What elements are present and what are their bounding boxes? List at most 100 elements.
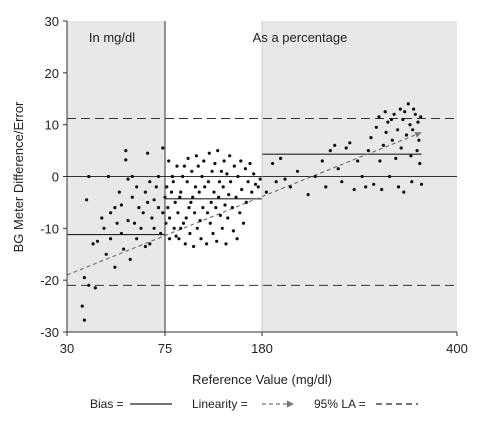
data-point-114 bbox=[223, 203, 227, 207]
data-point-127 bbox=[238, 211, 242, 215]
data-point-150 bbox=[324, 185, 328, 189]
data-point-7 bbox=[91, 242, 95, 246]
data-point-46 bbox=[156, 174, 161, 179]
x-axis-label: Reference Value (mg/dl) bbox=[192, 372, 332, 387]
data-point-104 bbox=[214, 206, 218, 210]
data-point-170 bbox=[384, 130, 388, 134]
data-point-180 bbox=[399, 146, 403, 150]
data-point-0 bbox=[82, 318, 86, 322]
data-point-48 bbox=[161, 211, 165, 215]
data-point-78 bbox=[189, 200, 193, 204]
data-point-45 bbox=[156, 206, 161, 210]
data-point-161 bbox=[366, 149, 370, 153]
data-point-52 bbox=[165, 185, 169, 189]
data-point-154 bbox=[340, 180, 344, 184]
data-point-189 bbox=[411, 128, 415, 132]
y-tick-label--30: -30 bbox=[40, 325, 59, 340]
data-point-33 bbox=[139, 226, 143, 230]
data-point-100 bbox=[210, 169, 214, 173]
data-point-128 bbox=[239, 159, 243, 163]
data-point-62 bbox=[174, 234, 178, 238]
data-point-109 bbox=[218, 213, 222, 217]
data-point-56 bbox=[168, 216, 172, 220]
data-point-97 bbox=[207, 151, 211, 155]
data-point-79 bbox=[190, 169, 194, 173]
legend: Bias = Linearity = 95% LA = bbox=[90, 397, 418, 411]
data-point-133 bbox=[246, 180, 250, 184]
data-point-132 bbox=[244, 200, 248, 204]
data-point-40 bbox=[148, 242, 152, 246]
data-point-89 bbox=[199, 237, 203, 241]
data-point-120 bbox=[229, 180, 233, 184]
data-point-141 bbox=[271, 161, 275, 166]
data-point-174 bbox=[390, 138, 394, 142]
data-point-167 bbox=[380, 187, 384, 192]
data-point-134 bbox=[248, 161, 252, 166]
data-point-191 bbox=[413, 112, 417, 116]
data-point-59 bbox=[171, 180, 175, 184]
data-point-160 bbox=[364, 185, 368, 189]
data-point-82 bbox=[193, 211, 197, 215]
y-tick-label-20: 20 bbox=[45, 66, 59, 81]
data-point-138 bbox=[256, 185, 260, 189]
data-point-22 bbox=[124, 158, 128, 162]
data-point-173 bbox=[389, 117, 393, 122]
data-point-87 bbox=[197, 190, 201, 194]
data-point-53 bbox=[166, 206, 170, 210]
data-point-81 bbox=[192, 244, 196, 249]
region-label-2: As a percentage bbox=[253, 30, 348, 45]
data-point-5 bbox=[85, 198, 89, 202]
data-point-181 bbox=[401, 117, 405, 122]
data-point-74 bbox=[185, 180, 189, 184]
data-point-90 bbox=[200, 174, 204, 179]
y-tick-label-30: 30 bbox=[45, 14, 59, 29]
data-point-165 bbox=[377, 115, 381, 119]
data-point-139 bbox=[258, 177, 262, 181]
data-point-35 bbox=[143, 190, 147, 194]
y-axis-label: BG Meter Difference/Error bbox=[11, 101, 26, 252]
data-point-96 bbox=[206, 180, 210, 184]
data-point-76 bbox=[187, 206, 191, 210]
y-tick-label-10: 10 bbox=[45, 118, 59, 133]
data-point-41 bbox=[150, 216, 154, 220]
data-point-168 bbox=[381, 143, 385, 147]
data-point-37 bbox=[146, 200, 150, 204]
y-tick-label--20: -20 bbox=[40, 273, 59, 288]
data-point-88 bbox=[198, 219, 202, 223]
x-tick-label-30: 30 bbox=[60, 341, 74, 356]
data-point-17 bbox=[115, 221, 119, 225]
data-point-2 bbox=[82, 276, 86, 280]
data-point-187 bbox=[409, 154, 413, 158]
data-point-145 bbox=[288, 185, 292, 189]
data-point-124 bbox=[234, 195, 238, 199]
data-point-68 bbox=[179, 226, 183, 230]
data-point-195 bbox=[418, 161, 422, 166]
data-point-99 bbox=[209, 200, 213, 204]
data-point-34 bbox=[141, 211, 145, 215]
data-point-28 bbox=[130, 174, 134, 179]
data-point-57 bbox=[169, 190, 174, 194]
data-point-32 bbox=[137, 206, 141, 210]
data-point-58 bbox=[170, 174, 174, 179]
data-point-177 bbox=[396, 128, 400, 132]
y-tick-label-0: 0 bbox=[52, 170, 59, 185]
data-point-108 bbox=[217, 180, 222, 184]
data-point-20 bbox=[119, 203, 123, 207]
data-point-77 bbox=[188, 231, 192, 236]
data-point-73 bbox=[184, 216, 188, 220]
data-point-38 bbox=[146, 151, 150, 155]
data-point-186 bbox=[408, 123, 412, 127]
data-point-137 bbox=[253, 182, 258, 186]
data-point-157 bbox=[352, 187, 356, 192]
data-point-179 bbox=[398, 107, 402, 111]
data-point-63 bbox=[175, 164, 179, 168]
data-point-176 bbox=[394, 156, 398, 160]
data-point-102 bbox=[212, 190, 216, 194]
data-point-110 bbox=[219, 169, 223, 173]
x-tick-label-180: 180 bbox=[251, 341, 273, 356]
data-point-6 bbox=[87, 174, 91, 179]
legend-label-linearity: Linearity = bbox=[192, 397, 248, 411]
data-point-21 bbox=[122, 247, 126, 251]
data-point-72 bbox=[183, 242, 187, 246]
data-point-103 bbox=[213, 161, 217, 166]
